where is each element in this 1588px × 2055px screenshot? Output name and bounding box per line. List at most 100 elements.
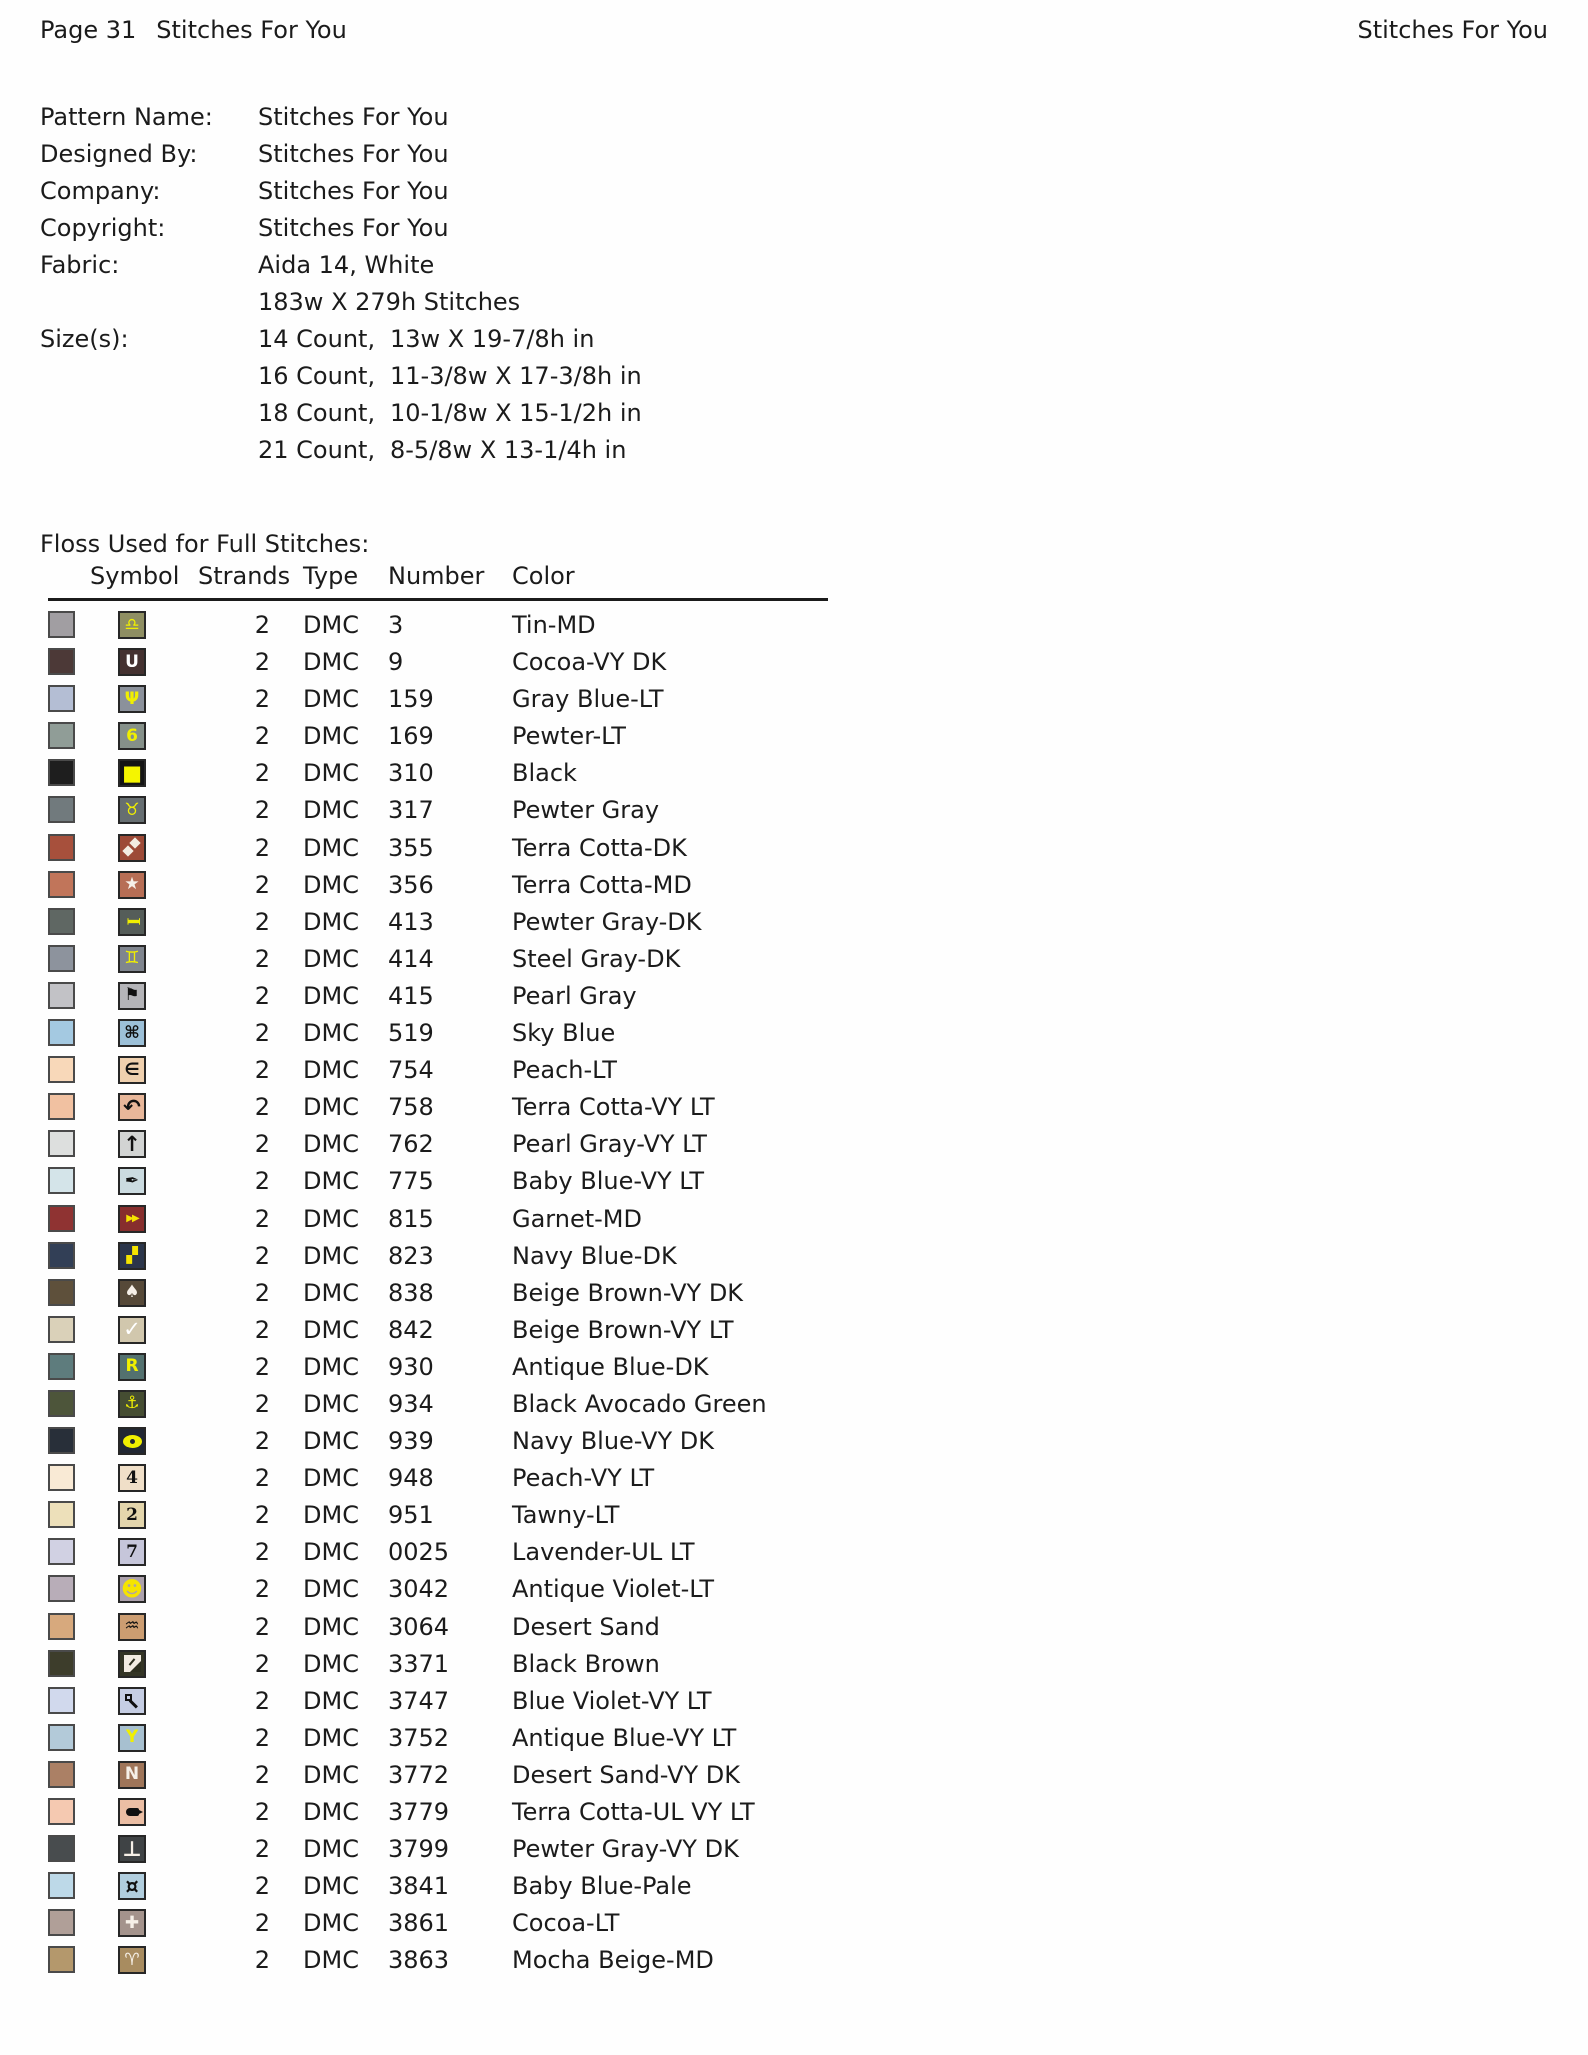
- type-cell: DMC: [303, 1835, 359, 1864]
- number-cell: 317: [388, 796, 434, 825]
- symbol-glyph: 2: [126, 1504, 138, 1525]
- floss-row: 2 DMC 3371 Black Brown: [0, 1646, 1588, 1683]
- number-cell: 762: [388, 1130, 434, 1159]
- floss-row: ♈ 2 DMC 3863 Mocha Beige-MD: [0, 1942, 1588, 1979]
- type-cell: DMC: [303, 1427, 359, 1456]
- number-cell: 356: [388, 870, 434, 899]
- symbol-glyph: N: [124, 1764, 140, 1785]
- floss-row: ♠ 2 DMC 838 Beige Brown-VY DK: [0, 1275, 1588, 1312]
- color-swatch: [48, 1872, 75, 1900]
- symbol-glyph: ⊥: [122, 1836, 142, 1861]
- type-cell: DMC: [303, 870, 359, 899]
- currency-sign-icon: ¤: [118, 1872, 146, 1901]
- info-label: Copyright:: [40, 213, 166, 242]
- symbol-glyph: ▶▶: [126, 1212, 139, 1224]
- info-row: Size(s): 14 Count, 13w X 19-7/8h in: [40, 320, 1588, 357]
- floss-row: 2 DMC 3779 Terra Cotta-UL VY LT: [0, 1794, 1588, 1831]
- info-value: 10-1/8w X 15-1/2h in: [390, 398, 642, 427]
- strands-cell: 2: [254, 833, 270, 862]
- color-name-cell: Antique Blue-DK: [512, 1352, 709, 1381]
- floss-row: ☻ 2 DMC 3042 Antique Violet-LT: [0, 1571, 1588, 1608]
- floss-row: Y 2 DMC 3752 Antique Blue-VY LT: [0, 1720, 1588, 1757]
- color-name-cell: Desert Sand: [512, 1612, 660, 1641]
- color-swatch: [48, 648, 75, 676]
- color-name-cell: Mocha Beige-MD: [512, 1946, 714, 1975]
- strands-cell: 2: [254, 1501, 270, 1530]
- strands-cell: 2: [254, 907, 270, 936]
- check-mark-icon: ✓: [118, 1315, 146, 1344]
- type-cell: DMC: [303, 1872, 359, 1901]
- symbol-glyph: ⚑: [124, 985, 140, 1006]
- strands-cell: 2: [254, 1352, 270, 1381]
- type-cell: DMC: [303, 1019, 359, 1048]
- number-cell: 415: [388, 981, 434, 1010]
- number-cell: 3064: [388, 1612, 450, 1641]
- type-cell: DMC: [303, 1056, 359, 1085]
- color-swatch: [48, 1909, 75, 1937]
- psi-icon: Ψ: [118, 685, 146, 714]
- info-row: Fabric: Aida 14, White: [40, 246, 1588, 283]
- floss-row: 2 DMC 355 Terra Cotta-DK: [0, 830, 1588, 867]
- header-right-title: Stitches For You: [1357, 16, 1548, 44]
- floss-row: ✚ 2 DMC 3861 Cocoa-LT: [0, 1905, 1588, 1942]
- digit-7-icon: 7: [118, 1538, 146, 1567]
- strands-cell: 2: [254, 648, 270, 677]
- number-cell: 930: [388, 1352, 434, 1381]
- info-value: 183w X 279h Stitches: [258, 287, 521, 316]
- color-swatch: [48, 1649, 75, 1677]
- number-cell: 939: [388, 1427, 434, 1456]
- strands-cell: 2: [254, 685, 270, 714]
- symbol-glyph: U: [125, 651, 139, 672]
- floss-row: I 2 DMC 413 Pewter Gray-DK: [0, 904, 1588, 941]
- number-cell: 355: [388, 833, 434, 862]
- number-cell: 3772: [388, 1760, 450, 1789]
- color-name-cell: Pewter Gray-DK: [512, 907, 702, 936]
- info-label: Company:: [40, 176, 161, 205]
- color-swatch: [48, 1019, 75, 1047]
- color-swatch: [48, 1204, 75, 1232]
- symbol-glyph: 7: [126, 1541, 138, 1562]
- color-name-cell: Terra Cotta-DK: [512, 833, 687, 862]
- color-swatch: [48, 1352, 75, 1380]
- number-cell: 3779: [388, 1798, 450, 1826]
- strands-cell: 2: [254, 981, 270, 1010]
- color-name-cell: Terra Cotta-UL VY LT: [512, 1798, 755, 1826]
- type-cell: DMC: [303, 981, 359, 1010]
- type-cell: DMC: [303, 833, 359, 862]
- color-swatch: [48, 1946, 75, 1974]
- type-cell: DMC: [303, 1352, 359, 1381]
- info-row: 16 Count, 11-3/8w X 17-3/8h in: [40, 357, 1588, 394]
- floss-row: 2 2 DMC 951 Tawny-LT: [0, 1497, 1588, 1534]
- color-name-cell: Pewter-LT: [512, 722, 626, 751]
- symbol-glyph: ■: [122, 760, 142, 785]
- symbol-glyph: R: [125, 1356, 139, 1377]
- number-cell: 0025: [388, 1538, 450, 1567]
- color-name-cell: Cocoa-LT: [512, 1909, 620, 1938]
- color-swatch: [48, 1835, 75, 1863]
- color-swatch: [48, 1464, 75, 1492]
- spade-icon: ♠: [118, 1278, 146, 1307]
- magnifier-icon: [118, 1686, 146, 1715]
- column-header-strands: Strands: [198, 562, 291, 590]
- number-cell: 3752: [388, 1723, 450, 1752]
- color-name-cell: Desert Sand-VY DK: [512, 1760, 740, 1789]
- strands-cell: 2: [254, 796, 270, 825]
- fast-forward-icon: ▶▶: [118, 1204, 146, 1233]
- color-swatch: [48, 1093, 75, 1121]
- digit-4-icon: 4: [118, 1464, 146, 1493]
- digit-6-icon: 6: [118, 722, 146, 751]
- color-swatch: [48, 1389, 75, 1417]
- magnifier-icon: [120, 1689, 144, 1713]
- symbol-glyph: ♒: [124, 1616, 140, 1637]
- symbol-glyph: ♈: [124, 1949, 140, 1970]
- strands-cell: 2: [254, 1389, 270, 1418]
- color-swatch: [48, 722, 75, 750]
- symbol-glyph: ↶: [123, 1094, 141, 1119]
- letter-n-icon: N: [118, 1760, 146, 1789]
- number-cell: 758: [388, 1093, 434, 1122]
- strands-cell: 2: [254, 611, 270, 639]
- color-name-cell: Tin-MD: [512, 611, 596, 639]
- symbol-glyph: ∈: [124, 1059, 140, 1080]
- strands-cell: 2: [254, 1798, 270, 1826]
- info-size-count: 14 Count,: [258, 324, 376, 353]
